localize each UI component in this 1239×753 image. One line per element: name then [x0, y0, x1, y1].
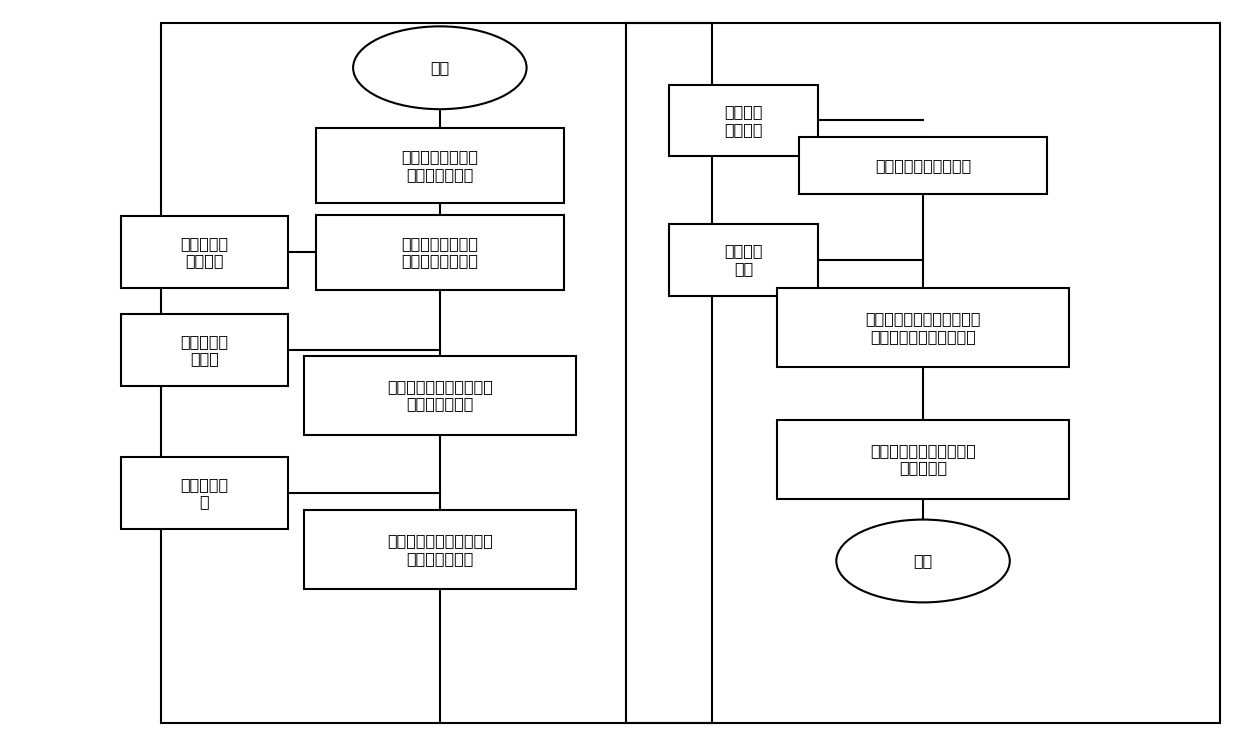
Text: 开始: 开始	[430, 60, 450, 75]
Ellipse shape	[836, 520, 1010, 602]
Text: 采集配电变压器与
馈线的电压数据: 采集配电变压器与 馈线的电压数据	[401, 149, 478, 182]
FancyBboxPatch shape	[669, 224, 818, 295]
Text: 累计分布
概率信息: 累计分布 概率信息	[724, 104, 763, 137]
Text: 最终确定线变关系错误的
配电变压器: 最终确定线变关系错误的 配电变压器	[870, 443, 976, 476]
FancyBboxPatch shape	[799, 138, 1047, 194]
FancyBboxPatch shape	[304, 511, 576, 589]
FancyBboxPatch shape	[121, 217, 287, 288]
FancyBboxPatch shape	[121, 458, 287, 529]
Text: 自适应时间
窗滑动: 自适应时间 窗滑动	[181, 334, 228, 367]
Text: 计算各配电变压器与馈线
的高级相关系数: 计算各配电变压器与馈线 的高级相关系数	[387, 533, 493, 566]
Text: 计算各配电变压器与馈线
的中级相关系数: 计算各配电变压器与馈线 的中级相关系数	[387, 379, 493, 412]
Ellipse shape	[353, 26, 527, 109]
Text: 类别修正
方法: 类别修正 方法	[724, 243, 763, 276]
Text: 计算高级相关系数阈值: 计算高级相关系数阈值	[875, 158, 971, 173]
Text: 将疑似异常配电变压器修正
到最有可能所属线路中去: 将疑似异常配电变压器修正 到最有可能所属线路中去	[865, 311, 981, 344]
FancyBboxPatch shape	[669, 85, 818, 157]
Text: 奇异值分解
方法去噪: 奇异值分解 方法去噪	[181, 236, 228, 269]
Text: 结束: 结束	[913, 553, 933, 569]
FancyBboxPatch shape	[304, 356, 576, 435]
Text: 去噪后配电变压器
与馈线的电压数据: 去噪后配电变压器 与馈线的电压数据	[401, 236, 478, 269]
FancyBboxPatch shape	[316, 215, 564, 290]
FancyBboxPatch shape	[121, 315, 287, 386]
Text: 虚拟代理思
想: 虚拟代理思 想	[181, 477, 228, 510]
FancyBboxPatch shape	[316, 128, 564, 203]
FancyBboxPatch shape	[778, 420, 1068, 498]
FancyBboxPatch shape	[778, 288, 1068, 367]
